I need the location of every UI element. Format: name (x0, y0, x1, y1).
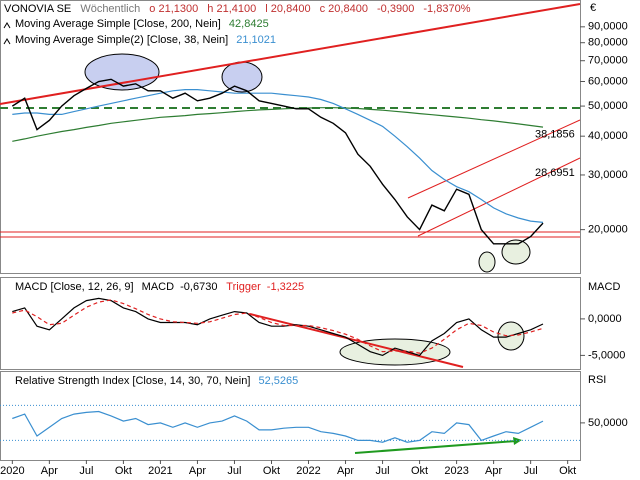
legend-value: 42,8425 (229, 18, 269, 30)
trend-line (354, 440, 517, 454)
series-line (12, 299, 544, 354)
rsi-panel (0, 371, 581, 461)
channel-line (417, 157, 581, 237)
chart-title: VONOVIA SE (4, 3, 71, 15)
legend-value: 21,1021 (236, 34, 276, 46)
indicator-title: MACD [Close, 12, 26, 9] (15, 281, 134, 293)
y-axis-label: RSI (588, 374, 606, 386)
legend-label: Moving Average Simple [Close, 200, Nein] (15, 18, 221, 30)
annotation: 38,1856 (535, 128, 575, 140)
change-percent: -1,8370% (423, 3, 470, 15)
legend-value: 52,5265 (258, 375, 298, 387)
x-tick-label: Jul (376, 465, 390, 477)
x-tick-label: 2021 (148, 465, 172, 477)
y-tick-label: 0,0000 (588, 313, 622, 325)
x-tick-label: 2020 (0, 465, 24, 477)
x-tick-label: Okt (263, 465, 280, 477)
highlight-ellipse (339, 338, 451, 366)
legend-icon (3, 22, 11, 29)
highlight-ellipse (221, 61, 263, 93)
series-line (12, 410, 544, 443)
price-panel (0, 0, 581, 274)
macd-panel (0, 277, 581, 370)
x-tick-label: Jul (79, 465, 93, 477)
change: -0,3900 (377, 3, 414, 15)
x-tick-label: Apr (337, 465, 354, 477)
y-tick-label: 80,0000 (588, 37, 628, 49)
price-line (11, 78, 544, 245)
annotation: 28,6951 (535, 167, 575, 179)
x-tick-label: Apr (41, 465, 58, 477)
x-tick-label: 2023 (444, 465, 468, 477)
legend-entry: Moving Average Simple [Close, 200, Nein]… (15, 18, 269, 30)
y-tick-label: 50,0000 (588, 417, 628, 429)
x-tick-label: Jul (227, 465, 241, 477)
ohlc: o 21,1300 (149, 3, 198, 15)
channel-line (407, 119, 581, 199)
arrow-head (513, 437, 522, 445)
ohlc: l 20,8400 (265, 3, 310, 15)
legend-icon (3, 38, 11, 45)
x-tick-label: Apr (189, 465, 206, 477)
y-tick-label: 90,0000 (588, 21, 628, 33)
legend-label: Trigger (226, 281, 261, 293)
x-tick-label: Okt (559, 465, 576, 477)
header: MACD [Close, 12, 26, 9] MACD -0,6730 Tri… (15, 281, 304, 293)
y-tick-label: 70,0000 (588, 55, 628, 67)
y-tick-label: 40,0000 (588, 130, 628, 142)
y-tick-label: -5,0000 (588, 349, 625, 361)
y-axis-label: € (590, 2, 596, 14)
x-tick-label: Apr (485, 465, 502, 477)
trend-line (0, 3, 581, 105)
highlight-ellipse (501, 239, 531, 265)
y-tick-label: 60,0000 (588, 75, 628, 87)
highlight-ellipse (478, 251, 496, 273)
legend-label: MACD (142, 281, 174, 293)
y-tick-label: 20,0000 (588, 224, 628, 236)
x-tick-label: Jul (524, 465, 538, 477)
x-tick-label: Okt (115, 465, 132, 477)
legend-value: -0,6730 (180, 281, 217, 293)
ohlc: h 21,4100 (207, 3, 256, 15)
y-tick-label: 30,0000 (588, 169, 628, 181)
interval: Wöchentlich (80, 3, 140, 15)
legend-value: -1,3225 (267, 281, 304, 293)
legend-label: Relative Strength Index [Close, 14, 30, … (15, 375, 250, 387)
x-tick-label: Okt (411, 465, 428, 477)
ohlc: c 20,8400 (320, 3, 368, 15)
legend-label: Moving Average Simple(2) [Close, 38, Nei… (15, 34, 228, 46)
header: Relative Strength Index [Close, 14, 30, … (15, 375, 298, 387)
series-line (12, 107, 544, 142)
y-tick-label: 50,0000 (588, 100, 628, 112)
series-line (12, 297, 544, 357)
legend-entry: Moving Average Simple(2) [Close, 38, Nei… (15, 34, 276, 46)
y-axis-label: MACD (588, 281, 620, 293)
series-line (12, 89, 544, 223)
trend-line (249, 313, 464, 368)
x-tick-label: 2022 (296, 465, 320, 477)
header: VONOVIA SE Wöchentlich o 21,1300 h 21,41… (4, 3, 471, 15)
